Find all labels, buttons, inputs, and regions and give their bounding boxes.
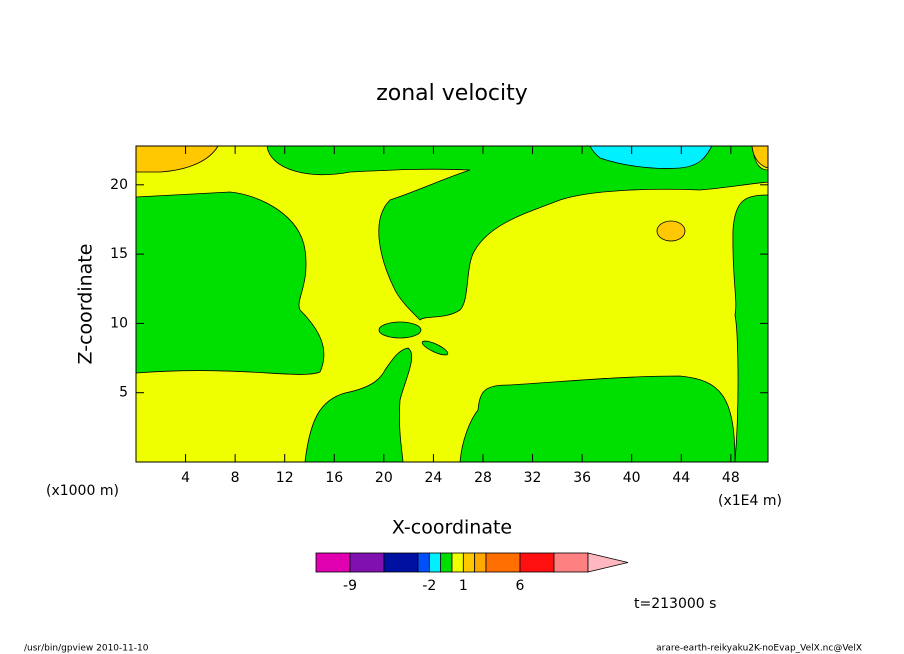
colorbar-tick-label: -2 [422, 578, 436, 594]
colorbar-box [417, 552, 430, 573]
x-tick-label: 28 [474, 470, 492, 486]
y-tick-label: 15 [110, 246, 128, 262]
footer: /usr/bin/gpview 2010-11-10 [24, 644, 149, 654]
colorbar-box [451, 552, 464, 573]
colorbar-box [519, 552, 555, 573]
contour-region [732, 194, 769, 463]
y-tick-label: 10 [110, 315, 128, 331]
x-tick-label: 40 [623, 470, 641, 486]
footer: arare-earth-reikyaku2K-noEvap_VelX.nc@Ve… [656, 644, 862, 654]
x-unit-label: (x1E4 m) [718, 493, 782, 509]
x-axis-label: X-coordinate [392, 517, 512, 539]
contour-region [304, 347, 413, 463]
contour-region [135, 145, 219, 173]
y-tick-label: 20 [110, 177, 128, 193]
colorbar-box [553, 552, 589, 573]
colorbar-box [349, 552, 385, 573]
contour-region [421, 340, 449, 356]
colorbar-box [315, 552, 351, 573]
plot-area [135, 145, 769, 463]
contour-region [135, 191, 325, 375]
plot-frame [135, 145, 769, 463]
colorbar-box [383, 552, 419, 573]
contour-region [266, 145, 769, 321]
y-tick-label: 5 [119, 385, 128, 401]
colorbar-box [440, 552, 453, 573]
colorbar-extend [587, 552, 629, 573]
x-tick-label: 48 [722, 470, 740, 486]
colorbar-box [474, 552, 487, 573]
colorbar-tick-label: 1 [459, 578, 468, 594]
colorbar-box [462, 552, 476, 573]
x-tick-label: 20 [375, 470, 393, 486]
x-tick-label: 4 [181, 470, 190, 486]
contour-region [656, 220, 686, 242]
x-tick-label: 8 [231, 470, 240, 486]
contour-region [459, 375, 736, 463]
chart-title: zonal velocity [376, 81, 528, 106]
x-unit-label: (x1000 m) [46, 483, 119, 499]
annotation: t=213000 s [634, 596, 716, 612]
x-tick-label: 16 [325, 470, 343, 486]
colorbar-box [428, 552, 442, 573]
y-axis-label: Z-coordinate [75, 244, 97, 365]
contour-region [378, 321, 422, 339]
colorbar-tick-label: 6 [516, 578, 525, 594]
x-tick-label: 36 [573, 470, 591, 486]
x-tick-label: 32 [524, 470, 542, 486]
colorbar-tick-label: -9 [343, 578, 357, 594]
x-tick-label: 44 [672, 470, 690, 486]
x-tick-label: 24 [424, 470, 442, 486]
x-tick-label: 12 [276, 470, 294, 486]
colorbar-box [485, 552, 521, 573]
